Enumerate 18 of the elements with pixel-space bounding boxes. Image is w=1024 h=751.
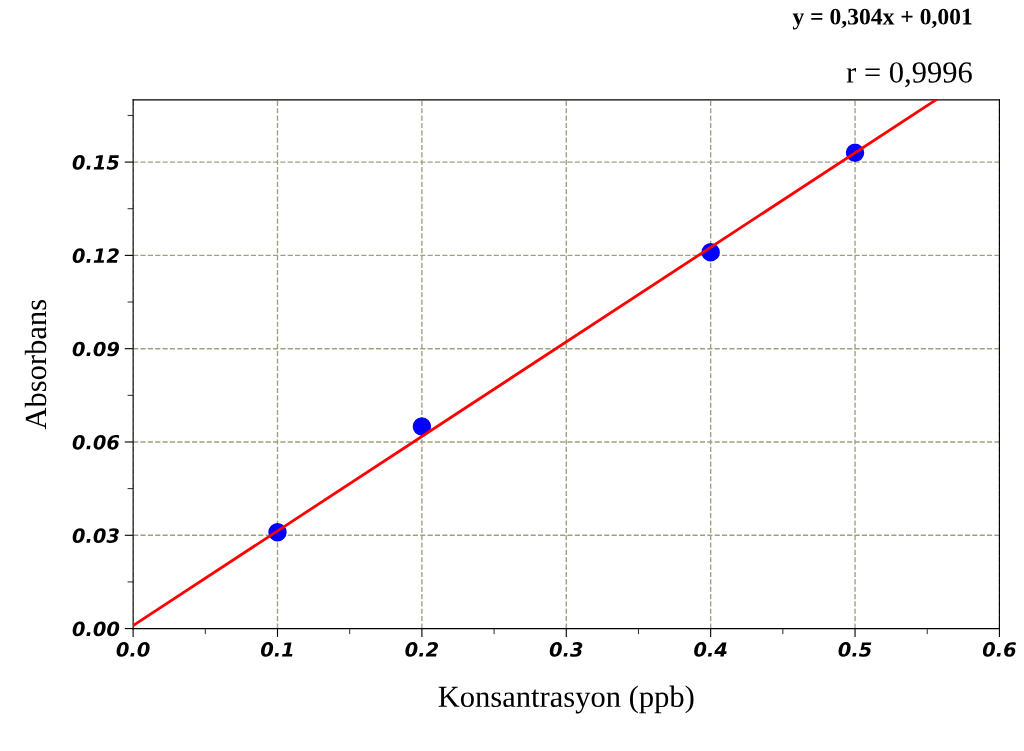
y-tick-label: 0.06 xyxy=(72,434,120,450)
x-tick-label: 0.0 xyxy=(116,642,150,657)
text: y = 0,304x + 0,001 xyxy=(792,8,972,30)
point xyxy=(412,417,432,436)
x-tick-label: 0.6 xyxy=(982,642,1016,657)
y-axis-title: Absorbans xyxy=(24,299,47,430)
y-tick-label: 0.15 xyxy=(72,155,119,170)
y-tick-label: 0.00 xyxy=(72,621,120,637)
x-axis-title: Konsantrasyon (ppb) xyxy=(438,685,694,714)
text: r = 0,9996 xyxy=(846,62,972,88)
y-tick-label: 0.09 xyxy=(72,341,120,357)
x-tick-label: 0.5 xyxy=(838,642,872,657)
x-tick-label: 0.3 xyxy=(549,642,583,657)
y-tick-label: 0.12 xyxy=(72,248,119,264)
x-tick-label: 0.4 xyxy=(694,642,727,657)
x-tick-label: 0.2 xyxy=(405,642,439,657)
y-tick-label: 0.03 xyxy=(72,528,119,543)
x-tick-label: 0.1 xyxy=(260,642,293,657)
